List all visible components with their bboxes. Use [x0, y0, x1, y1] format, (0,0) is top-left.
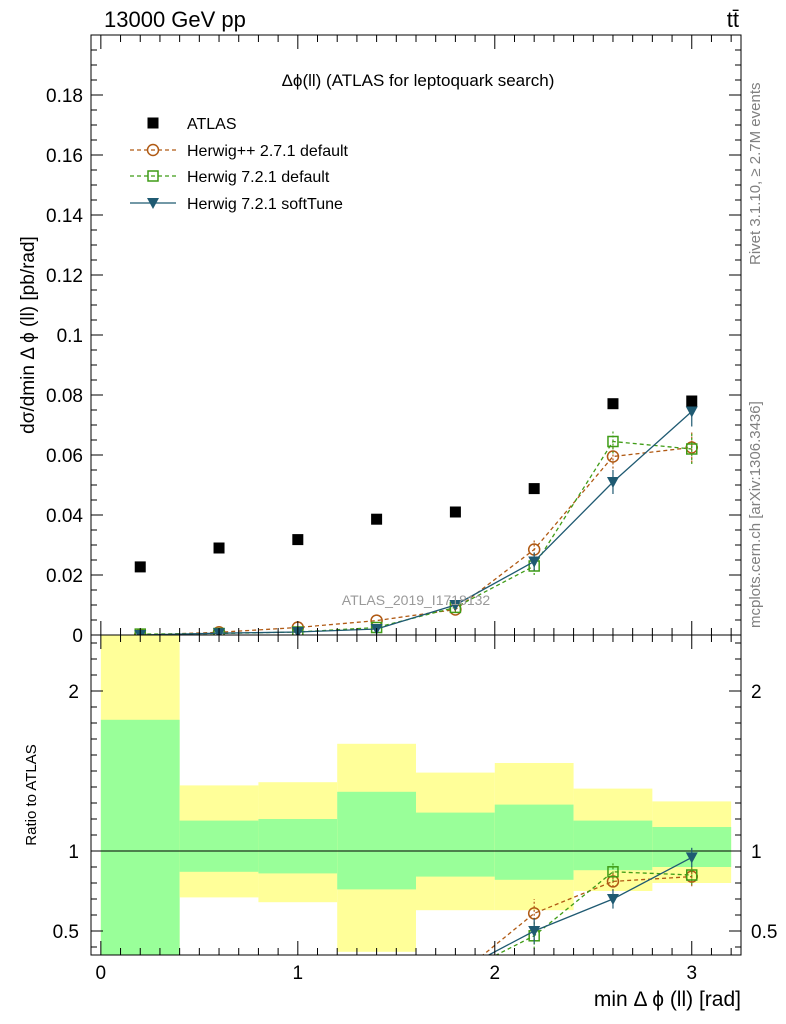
- mc-point: [135, 1004, 145, 1014]
- energy-label: 13000 GeV pp: [104, 7, 246, 32]
- uncertainty-band-inner: [416, 812, 495, 877]
- x-tick-label: 3: [686, 963, 697, 984]
- uncertainty-band-inner: [494, 804, 574, 880]
- uncertainty-band-inner: [337, 791, 416, 890]
- x-tick-label: 1: [293, 963, 304, 984]
- y-tick-label: 0.04: [46, 506, 83, 527]
- data-point: [528, 483, 540, 495]
- legend-label: Herwig 7.2.1 default: [187, 169, 330, 186]
- y-tick-label: 0.08: [46, 386, 83, 407]
- rivet-label: Rivet 3.1.10, ≥ 2.7M events: [747, 83, 764, 266]
- legend-label: Herwig++ 2.7.1 default: [187, 143, 349, 160]
- mc-point: [372, 996, 382, 1006]
- mc-point: [686, 869, 698, 881]
- x-tick-label: 0: [96, 963, 107, 984]
- y-tick-label: 0.1: [57, 326, 83, 347]
- mc-point: [134, 1006, 146, 1017]
- chart-title: Δϕ(ll) (ATLAS for leptoquark search): [282, 71, 555, 90]
- mc-point: [135, 1006, 146, 1017]
- mc-point: [685, 406, 698, 418]
- mc-point: [292, 993, 303, 1004]
- x-axis-label: min Δ ϕ (ll) [rad]: [594, 988, 741, 1011]
- mc-point: [450, 971, 460, 981]
- ratio-y-tick-label-right: 0.5: [751, 922, 777, 943]
- mc-point: [213, 1003, 225, 1014]
- ratio-panel-frame: [90, 634, 742, 956]
- mc-point: [214, 1001, 225, 1012]
- main-panel: 0 0.02 0.04 0.06 0.08 0.1 0.12 0.14 0.16 0.18 Δϕ(…: [18, 34, 742, 647]
- legend-label: ATLAS: [187, 116, 237, 133]
- analysis-watermark: ATLAS_2019_I1718132: [342, 592, 491, 608]
- ratio-panel: 0 1 2 3 0.5 0.5 1 1 2 2 Ratio to ATLAS min Δ ϕ (l…: [23, 634, 777, 1017]
- mc-point: [528, 926, 541, 937]
- data-point: [371, 513, 383, 525]
- mc-point: [686, 443, 698, 455]
- series-line-herwig_721_softtune: [487, 856, 693, 955]
- mc-point: [449, 968, 461, 979]
- data-point: [686, 395, 698, 407]
- mc-point: [146, 143, 160, 157]
- ratio-y-tick-label: 0.5: [53, 922, 79, 943]
- y-tick-label: 0.12: [46, 266, 83, 287]
- y-tick-label: 0.02: [46, 566, 83, 587]
- mc-point: [607, 866, 619, 878]
- y-tick-label: 0.16: [46, 146, 83, 167]
- mc-point: [214, 1003, 224, 1013]
- uncertainty-band-inner: [258, 819, 338, 874]
- mc-point: [606, 477, 619, 488]
- process-label: tt̄: [727, 7, 739, 32]
- mc-point: [685, 852, 698, 864]
- mc-point: [606, 450, 620, 463]
- y-axis-label: dσ/dmin Δ ϕ (ll) [pb/rad]: [18, 236, 39, 434]
- ratio-y-tick-label: 2: [68, 682, 79, 703]
- mc-point: [606, 894, 619, 905]
- uncertainty-band-inner: [100, 719, 180, 955]
- mc-point: [147, 198, 159, 209]
- uncertainty-band-inner: [573, 820, 653, 871]
- mc-point: [292, 1001, 304, 1012]
- y-tick-label: 0.18: [46, 86, 83, 107]
- data-point: [147, 117, 159, 129]
- data-point: [449, 506, 461, 518]
- data-point: [213, 542, 225, 554]
- x-tick-label: 2: [489, 963, 500, 984]
- mc-point: [528, 556, 541, 568]
- data-point: [607, 398, 619, 410]
- ratio-y-axis-label: Ratio to ATLAS: [23, 744, 40, 845]
- data-point: [134, 561, 146, 573]
- mc-point: [371, 986, 382, 997]
- mc-point: [293, 1001, 303, 1011]
- legend-label: Herwig 7.2.1 softTune: [187, 196, 343, 213]
- legend: ATLAS Herwig++ 2.7.1 default Herwig 7.2.1 …: [130, 116, 349, 213]
- mc-point: [449, 600, 462, 611]
- mc-point: [371, 998, 383, 1009]
- data-point: [292, 534, 304, 546]
- series-line-herwig_721_default: [494, 871, 692, 955]
- mc-point: [607, 435, 619, 448]
- ratio-y-tick-label: 1: [68, 842, 79, 863]
- y-tick-label: 0: [72, 626, 83, 647]
- mcplots-label: mcplots.cern.ch [arXiv:1306.3436]: [747, 401, 764, 628]
- ratio-y-tick-label-right: 2: [751, 682, 762, 703]
- y-tick-label: 0.14: [46, 206, 83, 227]
- series-line-herwigpp_271: [140, 446, 692, 635]
- ratio-y-tick-label-right: 1: [751, 842, 762, 863]
- y-tick-label: 0.06: [46, 446, 83, 467]
- series-line-herwig_721_softtune: [140, 411, 693, 635]
- uncertainty-band-inner: [179, 820, 259, 872]
- mc-point: [450, 972, 461, 983]
- mc-point: [147, 170, 159, 182]
